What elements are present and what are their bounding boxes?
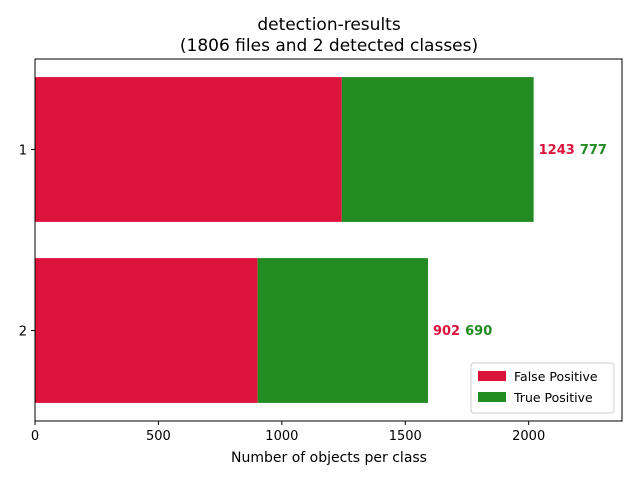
legend-swatch-2	[478, 392, 506, 402]
legend: False Positive True Positive	[470, 362, 615, 414]
bar-2-series-2	[257, 258, 428, 403]
x-tick-label-1000: 1000	[265, 429, 298, 444]
bar-1-series-2	[341, 77, 534, 222]
legend-label-1: False Positive	[514, 369, 598, 384]
x-axis-label: Number of objects per class	[231, 450, 427, 466]
chart-title: detection-results	[257, 15, 401, 35]
chart-subtitle: (1806 files and 2 detected classes)	[180, 36, 478, 56]
value-label-1-series-1: 1243	[539, 143, 575, 158]
value-label-1-series-2: 777	[580, 143, 607, 158]
legend-box	[470, 362, 615, 414]
axes-frame	[34, 58, 623, 422]
x-tick-label-0: 0	[31, 429, 39, 444]
bar-2-series-1	[35, 258, 258, 403]
bar-1-series-1	[35, 77, 342, 222]
value-label-2-series-2: 690	[465, 324, 492, 339]
y-tick-label-1: 1	[19, 144, 27, 159]
x-tick-label-500: 500	[146, 429, 171, 444]
value-label-2-series-1: 902	[433, 324, 460, 339]
plot-area: 1243 777 1 902 690 2 0 500 1000 1500 2000	[19, 58, 623, 444]
x-tick-label-1500: 1500	[389, 429, 422, 444]
legend-label-2: True Positive	[513, 390, 593, 405]
legend-swatch-1	[478, 371, 506, 381]
x-tick-label-2000: 2000	[512, 429, 545, 444]
y-tick-label-2: 2	[19, 325, 27, 340]
